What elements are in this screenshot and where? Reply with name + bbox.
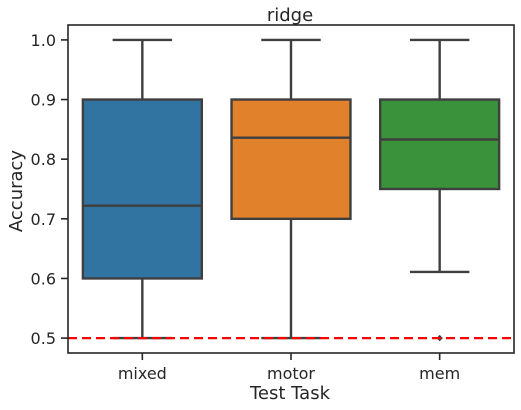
x-tick-label: mixed xyxy=(118,364,167,383)
box-iqr xyxy=(230,98,352,221)
y-tick-label: 0.9 xyxy=(31,91,56,110)
box-mem xyxy=(379,38,501,342)
y-tick-label: 0.7 xyxy=(31,210,56,229)
y-tick-label: 0.6 xyxy=(31,269,56,288)
axes: 0.5 0.6 0.7 0.8 0.9 1.0 mixed motor mem xyxy=(31,24,515,383)
y-tick-label: 1.0 xyxy=(31,31,56,50)
y-tick-label: 0.8 xyxy=(31,150,56,169)
x-tick-label: mem xyxy=(419,364,460,383)
box-mixed xyxy=(81,38,204,340)
plot-area xyxy=(68,38,514,342)
y-tick-label: 0.5 xyxy=(31,329,56,348)
chart-title: ridge xyxy=(267,5,313,26)
box-motor xyxy=(230,38,352,340)
x-axis-label: Test Task xyxy=(249,383,331,404)
box-iqr xyxy=(81,98,204,280)
x-tick-label: motor xyxy=(267,364,315,383)
box-iqr xyxy=(379,98,501,191)
y-axis-label: Accuracy xyxy=(6,150,27,233)
